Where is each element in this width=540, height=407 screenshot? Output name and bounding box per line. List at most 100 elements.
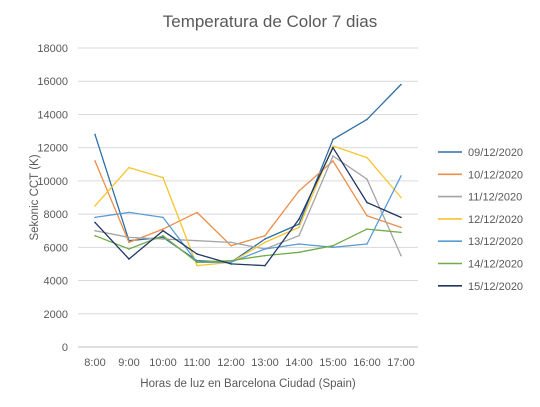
data-point xyxy=(366,243,368,245)
y-tick-label: 16000 xyxy=(37,76,68,88)
data-point xyxy=(128,211,130,214)
data-point xyxy=(230,244,232,247)
x-tick-label: 13:00 xyxy=(251,357,279,369)
data-point xyxy=(366,214,368,217)
data-point xyxy=(332,145,334,147)
series-line xyxy=(94,175,402,263)
data-point xyxy=(400,254,402,257)
y-tick-label: 12000 xyxy=(37,143,68,155)
data-point xyxy=(264,264,266,267)
data-point xyxy=(128,236,130,239)
data-point xyxy=(264,234,266,237)
series-line xyxy=(94,160,402,247)
data-point xyxy=(400,216,402,219)
data-point xyxy=(332,244,334,247)
data-point xyxy=(230,259,232,262)
data-point xyxy=(128,248,130,250)
data-point xyxy=(128,166,130,169)
y-tick-label: 10000 xyxy=(37,176,68,188)
data-point xyxy=(94,221,96,224)
data-point xyxy=(94,133,96,136)
data-point xyxy=(162,229,164,232)
data-point xyxy=(298,243,300,245)
data-point xyxy=(94,160,96,162)
data-point xyxy=(230,261,232,264)
data-point xyxy=(366,156,368,159)
data-point xyxy=(162,176,164,179)
x-axis-label: Horas de luz en Barcelona Ciudad (Spain) xyxy=(140,378,356,390)
data-point xyxy=(366,201,368,204)
x-tick-label: 17:00 xyxy=(387,357,415,369)
x-tick-label: 10:00 xyxy=(149,357,177,369)
data-point xyxy=(196,253,198,255)
series-line xyxy=(94,147,402,267)
gridlines xyxy=(78,47,418,348)
data-point xyxy=(298,223,300,225)
legend: 09/12/2020 10/12/2020 11/12/2020 12/12/2020… xyxy=(438,147,523,293)
data-point xyxy=(298,234,300,237)
y-axis-label: Sekonic CCT (K) xyxy=(29,154,41,240)
legend-label: 14/12/2020 xyxy=(468,259,523,271)
y-tick-labels: 0 2000 4000 6000 8000 10000 12000 14000 16000 180… xyxy=(37,43,68,354)
data-point xyxy=(332,155,334,157)
data-point xyxy=(196,261,198,264)
data-point xyxy=(332,138,334,141)
data-point xyxy=(162,216,164,219)
x-tick-labels: 8:00 9:00 10:00 11:00 12:00 13:00 14:00 15:00 16… xyxy=(84,357,414,369)
data-point xyxy=(264,238,266,240)
data-point xyxy=(128,258,130,260)
x-tick-label: 12:00 xyxy=(217,357,245,369)
x-tick-label: 14:00 xyxy=(285,357,313,369)
x-tick-label: 15:00 xyxy=(319,357,347,369)
legend-label: 15/12/2020 xyxy=(468,281,523,293)
series-line xyxy=(94,145,402,267)
data-point xyxy=(94,205,96,207)
x-tick-label: 11:00 xyxy=(184,357,211,369)
y-tick-label: 14000 xyxy=(37,109,68,121)
data-point xyxy=(298,226,300,229)
data-point xyxy=(196,264,198,267)
legend-label: 11/12/2020 xyxy=(468,192,522,204)
x-tick-label: 8:00 xyxy=(84,357,105,369)
data-point xyxy=(264,254,266,257)
y-tick-label: 18000 xyxy=(37,43,68,55)
data-point xyxy=(162,236,164,239)
data-point xyxy=(94,216,96,219)
data-point xyxy=(332,160,334,162)
data-point xyxy=(400,83,402,86)
legend-label: 09/12/2020 xyxy=(468,147,523,159)
data-point xyxy=(230,241,232,244)
series-lines xyxy=(94,83,402,267)
data-point xyxy=(400,196,402,199)
y-tick-label: 4000 xyxy=(44,276,68,288)
data-point xyxy=(400,226,402,229)
series-line xyxy=(94,228,402,263)
data-point xyxy=(332,146,334,149)
y-tick-label: 6000 xyxy=(44,242,68,254)
legend-label: 12/12/2020 xyxy=(468,214,523,226)
data-point xyxy=(298,251,300,254)
data-point xyxy=(162,238,164,240)
series-line xyxy=(94,84,402,263)
data-point xyxy=(264,248,266,250)
data-point xyxy=(128,241,130,244)
data-point xyxy=(366,118,368,121)
data-point xyxy=(162,228,164,230)
y-tick-label: 8000 xyxy=(44,209,68,221)
data-point xyxy=(264,241,266,244)
data-point xyxy=(366,228,368,230)
data-point xyxy=(196,239,198,242)
x-tick-label: 16:00 xyxy=(353,357,381,369)
data-point xyxy=(94,234,96,237)
series-line xyxy=(94,155,402,256)
data-point xyxy=(298,218,300,220)
data-point xyxy=(230,263,232,265)
data-point xyxy=(298,190,300,192)
data-point xyxy=(332,246,334,249)
data-point xyxy=(400,231,402,234)
legend-label: 13/12/2020 xyxy=(468,236,523,248)
data-point xyxy=(366,178,368,181)
data-point xyxy=(94,229,96,232)
